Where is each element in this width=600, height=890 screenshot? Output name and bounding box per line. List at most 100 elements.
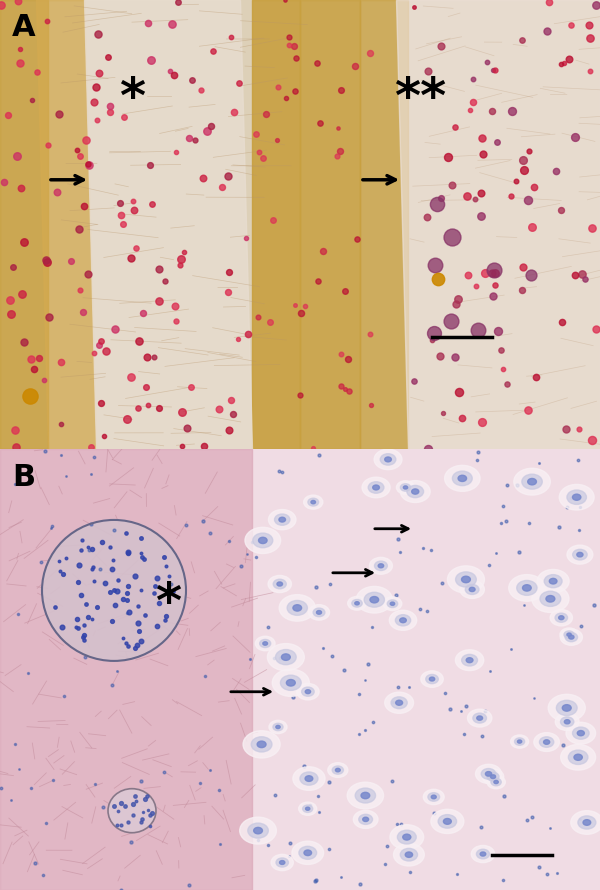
Point	[310, 874, 320, 888]
Point	[113, 584, 122, 598]
Point	[284, 38, 294, 53]
Point	[319, 244, 328, 258]
Point	[31, 855, 40, 870]
Ellipse shape	[487, 775, 505, 789]
Point	[409, 374, 419, 388]
Ellipse shape	[356, 587, 392, 613]
Point	[296, 305, 306, 320]
Point	[116, 818, 125, 832]
Point	[61, 551, 71, 565]
Point	[242, 547, 252, 562]
Point	[332, 149, 342, 163]
Point	[368, 619, 377, 634]
Point	[333, 121, 343, 135]
Ellipse shape	[448, 566, 484, 593]
Point	[7, 793, 16, 807]
Point	[556, 57, 566, 71]
Point	[73, 620, 82, 635]
Ellipse shape	[560, 744, 596, 770]
Ellipse shape	[293, 604, 302, 611]
Ellipse shape	[389, 611, 417, 630]
Point	[557, 315, 567, 329]
Point	[463, 268, 472, 282]
Ellipse shape	[572, 494, 581, 500]
Point	[141, 379, 151, 393]
Ellipse shape	[400, 481, 430, 503]
Ellipse shape	[353, 810, 378, 829]
Point	[433, 271, 443, 286]
Point	[76, 587, 85, 602]
Ellipse shape	[362, 477, 390, 498]
Point	[19, 336, 29, 350]
Point	[89, 574, 99, 588]
Ellipse shape	[572, 727, 589, 740]
Point	[519, 163, 529, 177]
Point	[139, 805, 148, 819]
Point	[89, 346, 99, 360]
Point	[311, 873, 320, 887]
Ellipse shape	[476, 849, 490, 859]
Ellipse shape	[460, 580, 484, 598]
Point	[335, 144, 345, 158]
Point	[110, 598, 120, 612]
Ellipse shape	[564, 631, 574, 638]
Point	[409, 0, 419, 14]
Point	[506, 642, 515, 656]
Point	[61, 468, 70, 482]
Point	[26, 352, 35, 366]
Ellipse shape	[471, 846, 494, 862]
Point	[477, 415, 487, 429]
Point	[532, 370, 541, 384]
Point	[277, 465, 287, 479]
Ellipse shape	[352, 600, 362, 607]
Point	[585, 31, 595, 45]
Point	[473, 323, 482, 337]
Point	[184, 878, 194, 890]
Point	[336, 83, 346, 97]
Ellipse shape	[277, 582, 283, 586]
Point	[518, 153, 528, 167]
Ellipse shape	[467, 709, 492, 727]
Point	[184, 131, 194, 145]
Ellipse shape	[567, 490, 586, 505]
Ellipse shape	[445, 465, 480, 491]
Point	[559, 56, 569, 70]
Point	[435, 349, 445, 363]
Ellipse shape	[308, 604, 329, 620]
Ellipse shape	[461, 654, 478, 666]
Ellipse shape	[394, 844, 424, 866]
Point	[245, 651, 255, 666]
Ellipse shape	[364, 592, 385, 607]
Point	[274, 464, 284, 478]
Point	[91, 79, 101, 93]
Point	[545, 821, 554, 835]
Point	[477, 131, 487, 145]
Ellipse shape	[305, 690, 311, 693]
Ellipse shape	[370, 596, 379, 603]
Ellipse shape	[390, 602, 395, 605]
Point	[54, 107, 64, 121]
Point	[263, 620, 272, 635]
Point	[388, 598, 398, 612]
Point	[380, 857, 389, 871]
Point	[170, 299, 180, 313]
Ellipse shape	[574, 754, 583, 760]
Point	[56, 355, 66, 369]
Point	[363, 657, 373, 671]
Point	[159, 765, 169, 779]
Point	[314, 449, 324, 463]
Ellipse shape	[374, 449, 402, 470]
Point	[488, 289, 498, 303]
Point	[573, 453, 583, 467]
Point	[526, 268, 535, 282]
Point	[258, 151, 268, 166]
Point	[446, 314, 456, 328]
Ellipse shape	[443, 819, 451, 824]
Point	[134, 598, 143, 612]
Point	[361, 723, 370, 737]
Ellipse shape	[308, 498, 319, 506]
Ellipse shape	[275, 650, 296, 665]
Ellipse shape	[428, 793, 440, 801]
Ellipse shape	[482, 769, 504, 785]
Point	[430, 258, 439, 272]
